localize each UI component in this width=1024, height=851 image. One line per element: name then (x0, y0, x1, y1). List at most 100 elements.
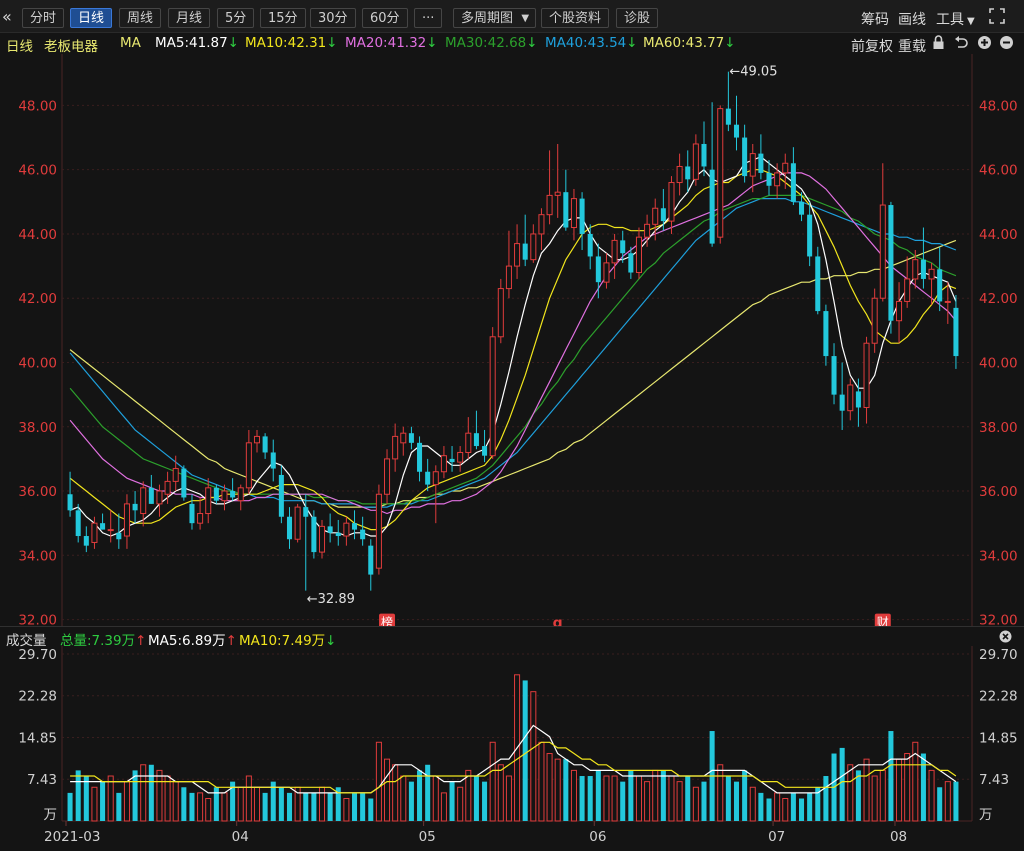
candle-body (579, 198, 585, 234)
candle (620, 230, 626, 263)
tab-15min[interactable]: 15分 (260, 8, 306, 28)
candle (920, 227, 926, 289)
candle-body (270, 452, 276, 469)
price-tick-left: 44.00 (18, 227, 57, 243)
volume-bar (603, 775, 610, 822)
caret-down-icon: ▼ (521, 13, 530, 24)
candle-body (644, 223, 651, 238)
tab-30min[interactable]: 30分 (310, 8, 356, 28)
tab-5min[interactable]: 5分 (217, 8, 255, 28)
candle-body (879, 204, 886, 299)
stock-info-button[interactable]: 个股资料 (541, 8, 610, 28)
candle (896, 282, 903, 344)
tab-60min[interactable]: 60分 (362, 8, 408, 28)
candle-body (937, 269, 943, 302)
zoom-out-icon[interactable] (999, 35, 1014, 54)
candle (497, 278, 504, 344)
tab-weekly[interactable]: 周线 (119, 8, 162, 28)
candle-body (953, 307, 959, 357)
ma60-text: MA60:43.77 (643, 35, 725, 51)
volume-bar (692, 786, 699, 822)
double-chevron-left-icon[interactable]: « (2, 7, 12, 26)
candlestick-chart[interactable]: 48.00 48.00 46.00 46.00 44.00 44.00 42.00 42.00… (0, 54, 1024, 626)
candle-body (554, 191, 561, 196)
lock-icon[interactable] (932, 35, 945, 54)
candle (717, 105, 724, 244)
candle-body (831, 356, 837, 395)
candle (563, 169, 569, 231)
period-label: 日线 (6, 39, 33, 55)
candle-body (181, 468, 187, 498)
candle (75, 503, 81, 543)
volume-bar (798, 798, 805, 821)
volume-unit-left: 万 (44, 807, 58, 823)
ma-legend: 日线 老板电器 MA MA5:41.87↓ MA10:42.31↓ MA20:4… (0, 32, 1024, 55)
ma40-value: MA40:43.54↓ (545, 35, 638, 51)
date-label: 06 (589, 829, 606, 845)
candle-body (709, 169, 715, 244)
candle-body (237, 487, 244, 502)
ma5-line (69, 156, 957, 537)
adjust-button[interactable]: 前复权 (851, 39, 893, 55)
candle-body (733, 124, 740, 138)
candle (189, 494, 195, 530)
candle-body (343, 522, 350, 537)
volume-tick-right: 29.70 (979, 647, 1018, 663)
diagnose-button[interactable]: 诊股 (616, 8, 659, 28)
candle (733, 95, 740, 151)
candle-body (107, 529, 114, 532)
volume-bar (863, 758, 870, 822)
price-tick-right: 46.00 (979, 163, 1018, 179)
tab-intraday[interactable]: 分时 (22, 8, 65, 28)
candle (725, 71, 731, 132)
ma40-line (69, 198, 957, 508)
candle (473, 410, 479, 450)
down-arrow-icon: ↓ (227, 35, 239, 51)
candle-body (815, 256, 821, 312)
candle-body (172, 468, 179, 482)
volume-bar (611, 775, 618, 822)
candle-body (392, 435, 399, 460)
candle (449, 446, 455, 472)
candle-body (839, 394, 845, 411)
ma30-value: MA30:42.68↓ (445, 35, 538, 51)
volume-bar (847, 764, 854, 822)
event-marker-label: 财 (877, 616, 889, 626)
volume-bar (205, 798, 212, 822)
candle-body (230, 491, 236, 498)
multi-period-dropdown[interactable]: 多周期图 ▼ (453, 8, 537, 28)
more-button[interactable]: ··· (414, 8, 443, 28)
candle (839, 362, 845, 430)
undo-icon[interactable] (954, 35, 968, 54)
tab-monthly[interactable]: 月线 (168, 8, 211, 28)
volume-ma5-text: MA5:6.89万 (148, 633, 226, 649)
candle (408, 426, 414, 450)
candle-body (668, 182, 675, 222)
close-volume-icon[interactable] (999, 630, 1012, 647)
toolbar: « 分时 日线 周线 月线 5分 15分 30分 60分 ··· 多周期图 ▼ … (0, 0, 1024, 33)
ma60-line (69, 239, 957, 508)
volume-bar (685, 776, 691, 821)
zoom-in-icon[interactable] (977, 35, 992, 54)
price-tick-right: 36.00 (979, 484, 1018, 500)
price-tick-left: 40.00 (18, 355, 57, 371)
tools-label: 工具 (936, 12, 964, 28)
candle (278, 465, 284, 524)
candle-body (758, 153, 764, 173)
draw-line-button[interactable]: 画线 (898, 12, 926, 28)
date-label: 2021-03 (44, 829, 100, 845)
candle (303, 494, 309, 591)
candle-body (140, 487, 147, 515)
candle-body (766, 172, 772, 186)
volume-bar (164, 775, 171, 822)
fullscreen-icon[interactable] (989, 8, 1005, 28)
tools-button[interactable]: 工具 ▼ (936, 9, 975, 29)
candle-body (888, 205, 894, 321)
candle-body (570, 198, 577, 229)
volume-chart[interactable]: 29.70 29.70 22.28 22.28 14.85 14.85 7.43 7.43 万 万… (0, 646, 1024, 851)
reload-button[interactable]: 重载 (898, 39, 926, 55)
candle (425, 458, 431, 492)
tab-daily[interactable]: 日线 (70, 8, 113, 28)
volume-bar (912, 741, 919, 822)
chips-button[interactable]: 筹码 (861, 12, 889, 28)
